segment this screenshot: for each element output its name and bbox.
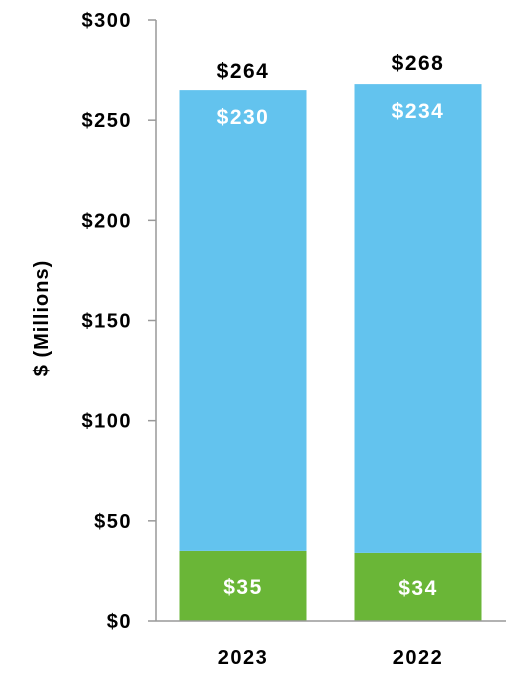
y-axis-title: $ (Millions) xyxy=(31,260,53,376)
y-tick-label: $100 xyxy=(82,411,133,433)
y-axis: $0 $50 $100 $150 $200 $250 $300 xyxy=(82,10,157,633)
y-tick-label: $300 xyxy=(82,10,133,32)
segment-value-label: $34 xyxy=(398,577,438,600)
y-tick-label: $250 xyxy=(82,110,133,132)
bar-segment xyxy=(179,90,307,551)
data-labels: $35 $230 $264 $34 $234 $268 xyxy=(217,52,445,600)
bars xyxy=(179,84,482,621)
x-tick-label: 2022 xyxy=(393,647,444,669)
total-value-label: $264 xyxy=(217,60,270,83)
x-axis: 2023 2022 xyxy=(156,620,506,669)
x-tick-label: 2023 xyxy=(218,647,269,669)
bar-segment xyxy=(354,84,482,553)
y-tick-label: $150 xyxy=(82,311,133,333)
y-tick-label: $200 xyxy=(82,210,133,232)
segment-value-label: $35 xyxy=(223,576,263,599)
y-tick-label: $0 xyxy=(107,611,132,633)
segment-value-label: $230 xyxy=(217,106,270,129)
bar-segment xyxy=(179,550,307,621)
y-tick-label: $50 xyxy=(94,511,132,533)
segment-value-label: $234 xyxy=(392,100,445,123)
total-value-label: $268 xyxy=(392,52,445,75)
bar-segment xyxy=(354,552,482,621)
